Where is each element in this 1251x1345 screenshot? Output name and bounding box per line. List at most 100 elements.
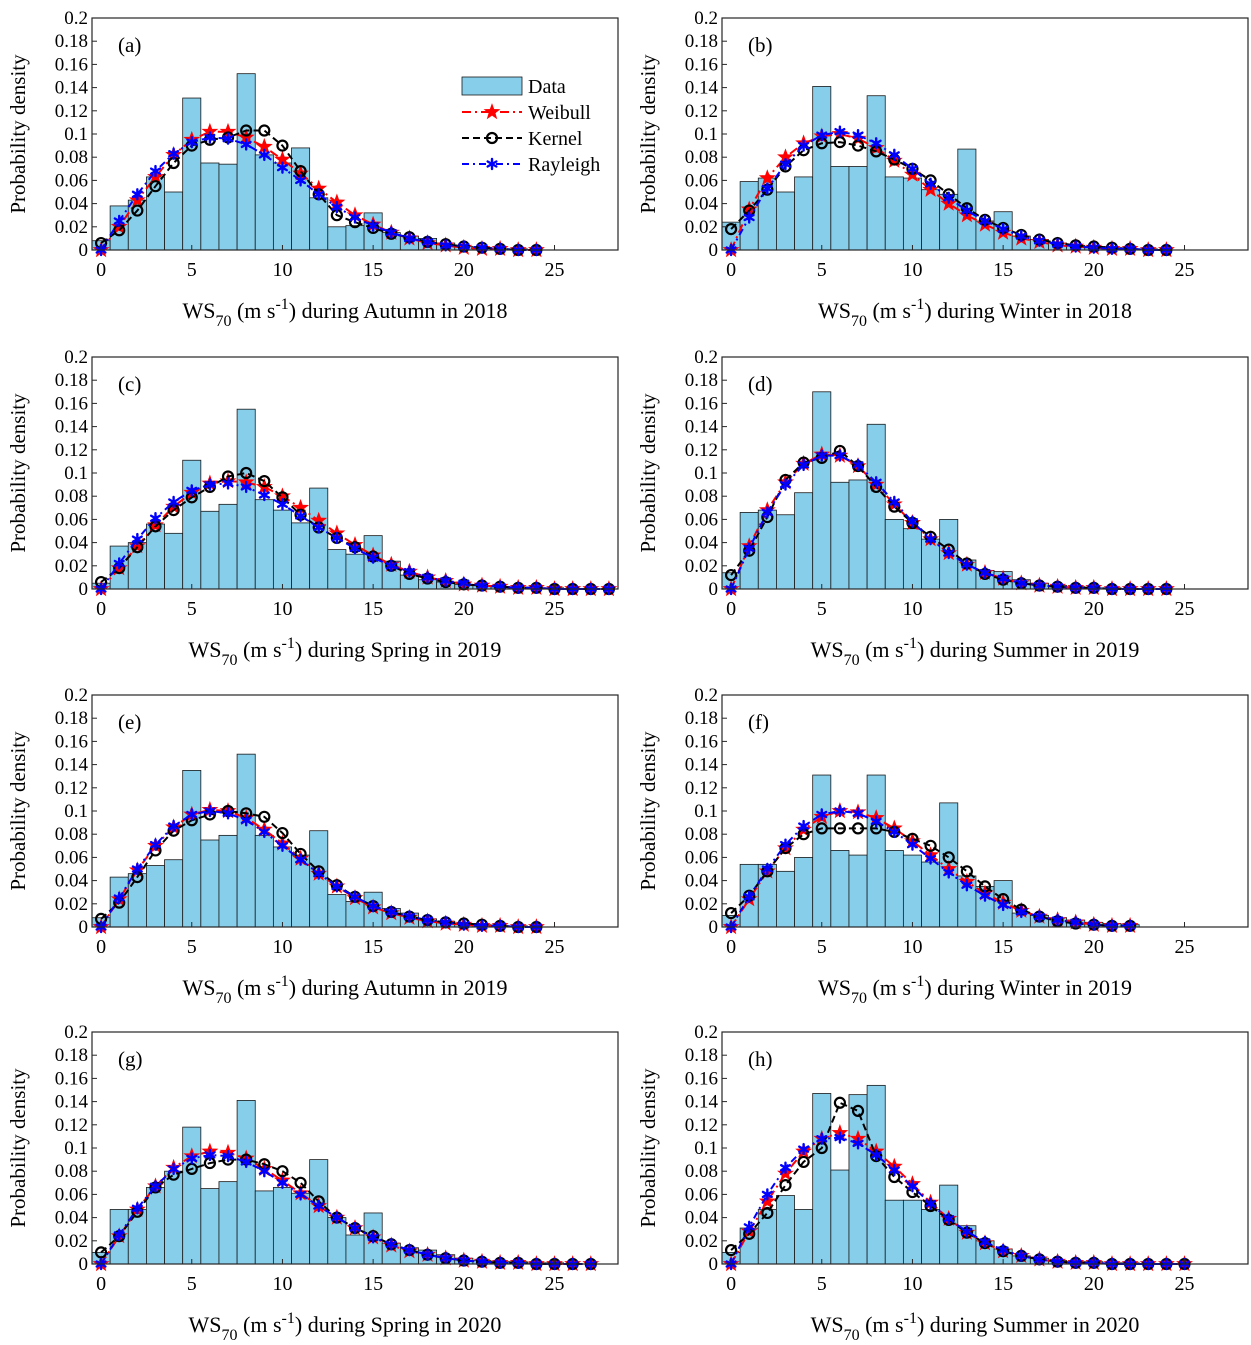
y-tick-label: 0.16 bbox=[685, 393, 718, 414]
rayleigh-marker bbox=[1015, 905, 1027, 919]
asterisk-stroke bbox=[486, 160, 498, 168]
rayleigh-marker bbox=[761, 182, 773, 195]
rayleigh-marker bbox=[852, 128, 864, 142]
x-axis-label-part: WS bbox=[189, 637, 222, 662]
histogram-bar bbox=[848, 479, 868, 590]
asterisk-stroke bbox=[979, 217, 991, 225]
asterisk-stroke bbox=[331, 882, 343, 891]
asterisk-stroke bbox=[870, 1151, 882, 1159]
kernel-marker bbox=[815, 822, 828, 835]
x-tick-label: 15 bbox=[993, 259, 1013, 281]
asterisk-stroke bbox=[331, 1213, 343, 1222]
rayleigh-marker bbox=[204, 131, 216, 144]
rayleigh-marker bbox=[798, 139, 810, 152]
rayleigh-marker bbox=[779, 157, 792, 171]
histogram-bar bbox=[812, 774, 832, 928]
asterisk-stroke bbox=[349, 544, 361, 553]
y-tick-label: 0.06 bbox=[685, 509, 718, 530]
x-tick-label: 15 bbox=[993, 1273, 1013, 1295]
y-tick-label: 0.1 bbox=[64, 1138, 88, 1159]
x-tick-label: 25 bbox=[1175, 1273, 1195, 1295]
kernel-marker bbox=[724, 1243, 738, 1257]
histogram-bar bbox=[866, 774, 886, 928]
y-tick-label: 0.14 bbox=[55, 78, 89, 99]
asterisk-stroke bbox=[403, 567, 415, 576]
x-axis-label-part: -1 bbox=[282, 1310, 295, 1327]
kernel-marker bbox=[779, 1179, 792, 1192]
histogram-bar bbox=[327, 549, 347, 590]
rayleigh-marker bbox=[168, 1162, 180, 1176]
asterisk-stroke bbox=[870, 139, 882, 147]
asterisk-stroke bbox=[149, 1182, 162, 1190]
histogram-bar bbox=[272, 162, 292, 251]
rayleigh-marker bbox=[222, 132, 234, 145]
rayleigh-marker bbox=[888, 1163, 900, 1177]
x-tick-label: 20 bbox=[1084, 936, 1104, 958]
histogram-bar bbox=[848, 166, 868, 251]
rayleigh-marker bbox=[367, 899, 379, 913]
x-tick-label: 0 bbox=[96, 936, 106, 958]
rayleigh-marker bbox=[961, 204, 973, 217]
histogram-bar bbox=[182, 770, 202, 928]
y-tick-label: 0.18 bbox=[55, 31, 88, 52]
asterisk-stroke bbox=[816, 131, 828, 139]
asterisk-stroke bbox=[476, 1257, 488, 1266]
rayleigh-marker bbox=[149, 164, 162, 178]
y-tick-label: 0.06 bbox=[55, 1184, 88, 1205]
asterisk-stroke bbox=[258, 151, 270, 159]
rayleigh-marker bbox=[743, 211, 755, 224]
x-tick-label: 10 bbox=[272, 936, 292, 958]
asterisk-stroke bbox=[222, 479, 234, 488]
y-tick-label: 0 bbox=[79, 579, 89, 600]
asterisk-stroke bbox=[1052, 916, 1064, 924]
asterisk-stroke bbox=[1015, 908, 1027, 916]
rayleigh-marker bbox=[779, 1161, 792, 1174]
x-axis-label-part: ) during Autumn in 2019 bbox=[289, 975, 508, 1000]
rayleigh-marker bbox=[168, 819, 180, 833]
rayleigh-marker bbox=[1052, 580, 1064, 593]
rayleigh-marker bbox=[367, 1231, 379, 1244]
kernel-marker bbox=[276, 1165, 289, 1178]
y-tick-label: 0 bbox=[79, 917, 89, 938]
y-tick-label: 0.14 bbox=[685, 78, 719, 99]
rayleigh-marker bbox=[204, 478, 216, 491]
rayleigh-marker bbox=[258, 488, 270, 502]
histogram-bar bbox=[327, 226, 347, 251]
x-axis-label-part: 70 bbox=[844, 1327, 860, 1344]
histogram-bar bbox=[830, 481, 850, 590]
histogram-bar bbox=[309, 487, 329, 590]
x-tick-label: 0 bbox=[96, 259, 106, 281]
rayleigh-marker bbox=[295, 853, 307, 866]
y-tick-label: 0.04 bbox=[55, 871, 89, 892]
asterisk-stroke bbox=[186, 486, 198, 495]
asterisk-stroke bbox=[440, 1254, 452, 1262]
y-tick-label: 0.18 bbox=[55, 708, 88, 729]
y-tick-label: 0.12 bbox=[55, 101, 88, 122]
asterisk-stroke bbox=[925, 535, 937, 543]
x-axis-label-part: 70 bbox=[851, 990, 867, 1007]
asterisk-stroke bbox=[494, 582, 506, 591]
x-tick-label: 20 bbox=[454, 936, 474, 958]
y-tick-label: 0.02 bbox=[55, 556, 88, 577]
rayleigh-marker bbox=[367, 551, 379, 564]
histogram-bar bbox=[812, 391, 832, 590]
asterisk-stroke bbox=[331, 534, 343, 542]
rayleigh-marker bbox=[186, 808, 198, 821]
rayleigh-marker bbox=[1015, 1249, 1027, 1263]
y-tick-label: 0 bbox=[709, 579, 719, 600]
rayleigh-marker bbox=[798, 1142, 810, 1156]
kernel-marker bbox=[240, 124, 253, 137]
asterisk-stroke bbox=[997, 1246, 1009, 1254]
asterisk-stroke bbox=[440, 241, 452, 250]
asterisk-stroke bbox=[186, 138, 198, 146]
y-tick-label: 0.08 bbox=[685, 486, 718, 507]
histogram-bar bbox=[146, 1187, 165, 1265]
asterisk-stroke bbox=[761, 508, 773, 517]
histogram-bar bbox=[848, 1094, 868, 1265]
kernel-marker bbox=[960, 865, 973, 878]
histogram-bar bbox=[921, 538, 941, 590]
asterisk-stroke bbox=[295, 856, 307, 864]
histogram-bar bbox=[200, 510, 220, 590]
x-axis-label-part: (m s bbox=[238, 637, 282, 662]
asterisk-stroke bbox=[961, 206, 973, 215]
